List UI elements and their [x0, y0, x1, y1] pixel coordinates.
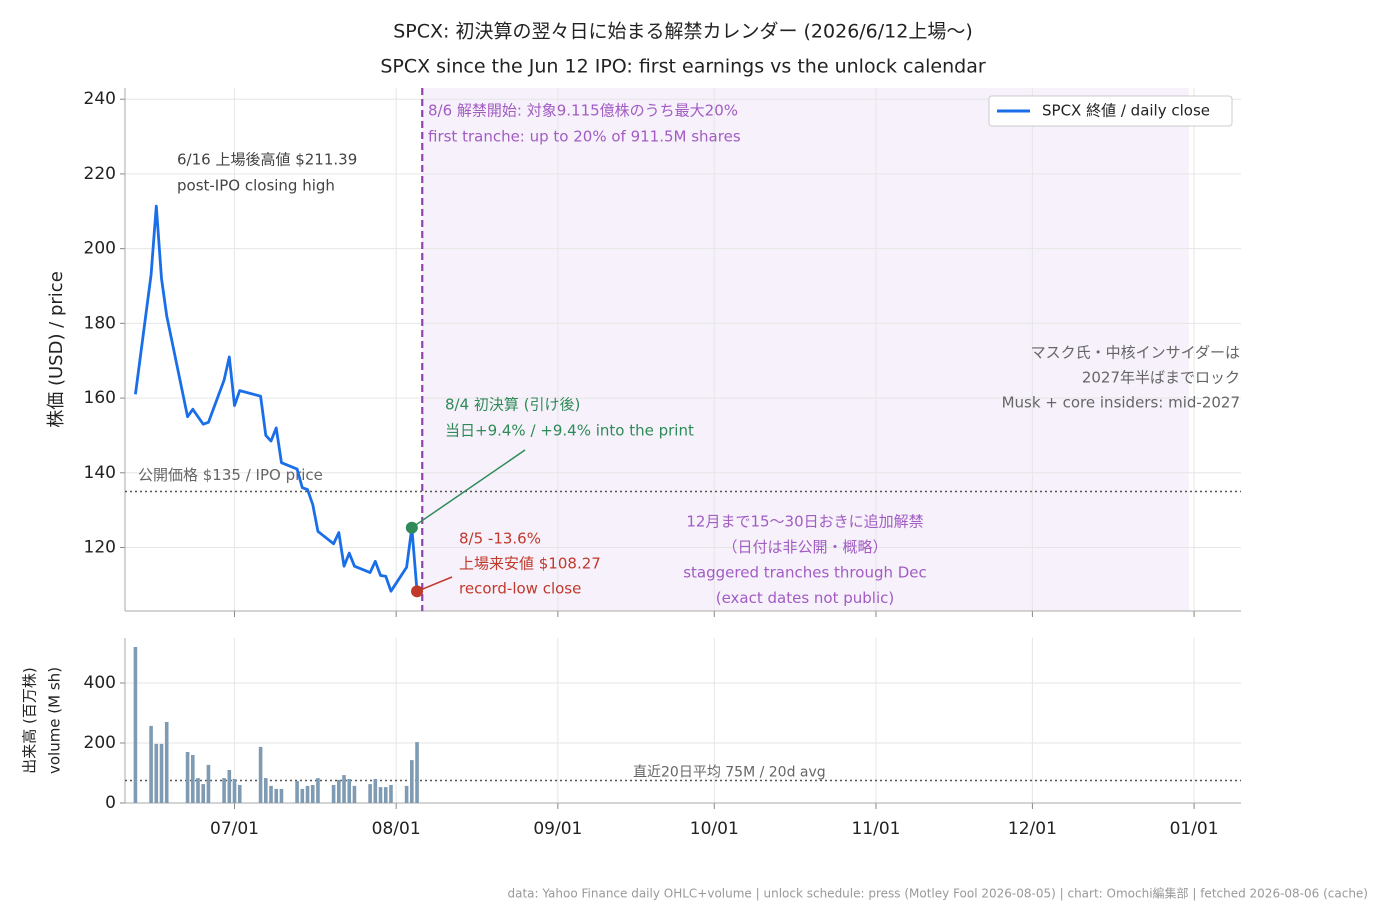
annotation: （日付は非公開・概略）: [722, 538, 887, 556]
volume-bar: [206, 764, 211, 803]
volume-bar: [149, 725, 153, 803]
annotation: 上場来安値 $108.27: [459, 555, 601, 573]
volume-bar: [196, 778, 200, 803]
x-tick-label: 12/01: [1008, 819, 1057, 839]
volume-bar: [310, 785, 315, 803]
y-axis-label: volume (M sh): [46, 667, 64, 774]
source-note: data: Yahoo Finance daily OHLC+volume | …: [507, 886, 1368, 901]
volume-bar: [337, 779, 341, 803]
price-line: [134, 204, 419, 593]
y-tick-label: 160: [84, 388, 116, 408]
volume-bar: [185, 752, 190, 803]
volume-bar: [378, 787, 383, 803]
annotation: 当日+9.4% / +9.4% into the print: [445, 422, 694, 440]
annotation: 8/4 初決算 (引け後): [445, 396, 580, 414]
y-tick-label: 180: [84, 313, 116, 333]
y-axis-label: 出来高 (百万株): [21, 667, 39, 773]
x-tick-label: 09/01: [533, 819, 582, 839]
y-tick-label: 240: [84, 89, 116, 109]
volume-bar: [222, 778, 226, 803]
x-tick-label: 11/01: [851, 819, 900, 839]
x-tick-label: 07/01: [210, 819, 259, 839]
volume-bar: [227, 770, 232, 803]
volume-bar: [347, 779, 352, 803]
volume-bar: [331, 785, 336, 803]
x-tick-label: 10/01: [690, 819, 739, 839]
y-tick-label: 200: [84, 239, 116, 259]
reference-label: 直近20日平均 75M / 20d avg: [633, 764, 826, 781]
annotation: 8/5 -13.6%: [459, 530, 541, 548]
volume-bar: [232, 779, 237, 803]
volume-bar: [305, 785, 310, 803]
reference-label: 公開価格 $135 / IPO price: [138, 466, 323, 484]
y-tick-label: 200: [84, 733, 116, 753]
volume-bar: [300, 788, 305, 803]
annotation: 12月まで15〜30日おきに追加解禁: [686, 513, 923, 531]
y-axis-label: 株価 (USD) / price: [46, 271, 67, 428]
volume-bar: [368, 784, 372, 803]
volume-bar: [154, 743, 159, 803]
annotation: Musk + core insiders: mid-2027: [1002, 394, 1240, 412]
volume-bar: [164, 722, 169, 803]
y-tick-label: 400: [84, 673, 116, 693]
volume-bar: [316, 778, 320, 803]
volume-bar: [279, 788, 284, 803]
volume-bar: [201, 784, 206, 803]
highlight-point: [405, 521, 418, 534]
volume-bar: [190, 755, 195, 803]
annotation-arrow: [411, 449, 526, 529]
volume-bar: [389, 785, 393, 803]
volume-bar: [373, 779, 378, 803]
volume-bar: [415, 742, 419, 803]
volume-bar: [258, 746, 263, 803]
annotation: 8/6 解禁開始: 対象9.115億株のうち最大20%: [428, 102, 738, 120]
annotation: first tranche: up to 20% of 911.5M share…: [428, 128, 741, 146]
annotation: マスク氏・中核インサイダーは: [1031, 344, 1240, 362]
highlight-point: [411, 585, 424, 598]
annotation: 2027年半ばまでロック: [1082, 369, 1240, 387]
volume-bar: [237, 785, 242, 803]
chart-title: SPCX: 初決算の翌々日に始まる解禁カレンダー (2026/6/12上場〜): [393, 21, 973, 43]
x-tick-label: 01/01: [1170, 819, 1219, 839]
chart-subtitle: SPCX since the Jun 12 IPO: first earning…: [380, 56, 986, 78]
unlock-span: [422, 88, 1189, 611]
annotation: post-IPO closing high: [177, 177, 335, 195]
x-tick-label: 08/01: [372, 819, 421, 839]
annotation: record-low close: [459, 580, 581, 598]
legend-label: SPCX 終値 / daily close: [1042, 102, 1210, 120]
y-tick-label: 0: [105, 793, 116, 813]
legend-box: [988, 95, 1233, 127]
volume-bar: [133, 647, 138, 803]
volume-bar: [383, 787, 388, 803]
volume-bar: [352, 785, 357, 803]
volume-bar: [269, 785, 273, 803]
volume-bar: [295, 781, 299, 803]
volume-bar: [410, 760, 414, 803]
y-tick-label: 120: [84, 537, 116, 557]
volume-bar: [159, 743, 164, 803]
volume-bar: [274, 788, 279, 803]
y-tick-label: 220: [84, 164, 116, 184]
annotation: staggered tranches through Dec: [683, 564, 927, 582]
volume-bar: [264, 778, 268, 803]
annotation: (exact dates not public): [716, 589, 895, 607]
annotation: 6/16 上場後高値 $211.39: [177, 151, 357, 169]
volume-bar: [404, 785, 409, 803]
y-tick-label: 140: [84, 463, 116, 483]
volume-bar: [342, 775, 346, 803]
annotation-arrow: [416, 576, 453, 593]
